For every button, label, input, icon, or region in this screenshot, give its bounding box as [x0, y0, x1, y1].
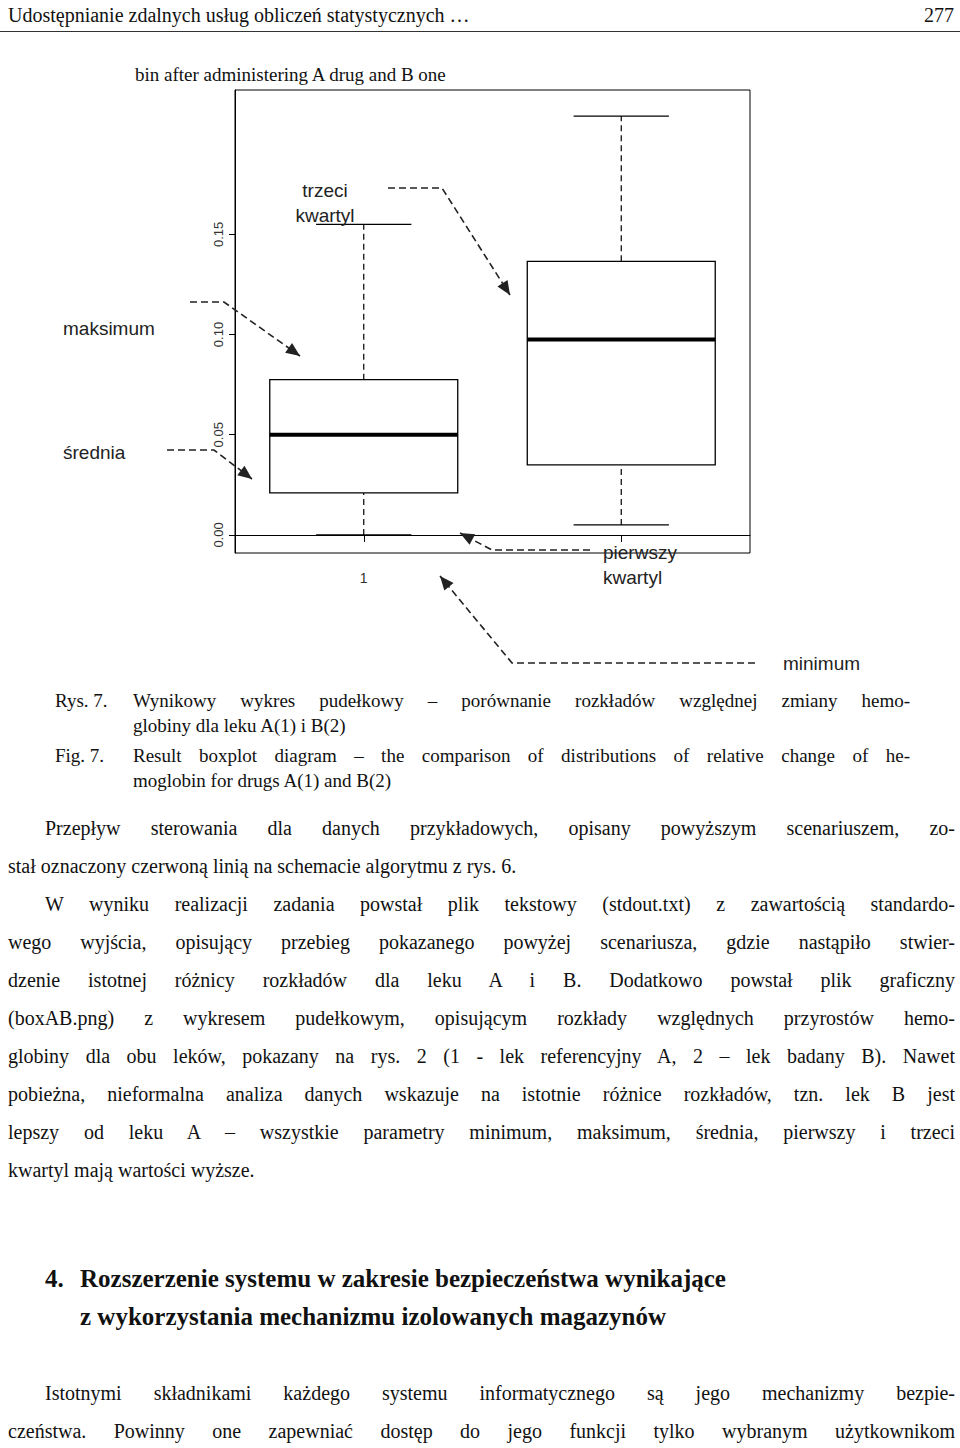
- html-text:Przepływ sterowania dla danych: Przepływ sterowania dla danych przykłado…: [45, 817, 955, 839]
- html-text:globiny dla leku A(1) i B(2): globiny dla leku A(1) i B(2): [133, 715, 346, 736]
- svg-text:bin after administering A drug: bin after administering A drug and B one: [135, 64, 446, 85]
- html-text:4.: 4.: [45, 1265, 64, 1292]
- html-text:dzenie istotnej różnicy rozkła: dzenie istotnej różnicy rozkładów dla le…: [8, 969, 955, 991]
- html-text:minimum: minimum: [783, 653, 861, 674]
- html-text:z wykorzystania mechanizmu izo: z wykorzystania mechanizmu izolowanych m…: [80, 1303, 667, 1330]
- html-text:Istotnymi składnikami każdego: Istotnymi składnikami każdego systemu in…: [45, 1382, 955, 1404]
- html-text:Udostępnianie zdalnych usług o: Udostępnianie zdalnych usług obliczeń st…: [8, 4, 470, 26]
- html-text:moglobin for drugs A(1) and B(: moglobin for drugs A(1) and B(2): [133, 770, 392, 791]
- html-text:pobieżna, nieformalna analiza: pobieżna, nieformalna analiza danych wsk…: [8, 1083, 955, 1105]
- svg-text:0.10: 0.10: [211, 322, 226, 347]
- html-text:277: 277: [924, 4, 954, 26]
- html-text:pierwszy kwartyl: pierwszy kwartyl: [603, 542, 677, 588]
- html-text:maksimum: maksimum: [63, 318, 155, 339]
- html-text:globiny dla obu leków, pokazan: globiny dla obu leków, pokazany na rys. …: [8, 1045, 955, 1067]
- svg-text:1: 1: [360, 570, 368, 586]
- html-text:wego wyjścia, opisujący przebi: wego wyjścia, opisujący przebieg pokazan…: [8, 931, 955, 953]
- html-text:Result boxplot diagram – the c: Result boxplot diagram – the comparison …: [133, 745, 910, 766]
- html-text:Rozszerzenie systemu w zakresi: Rozszerzenie systemu w zakresie bezpiecz…: [80, 1265, 726, 1292]
- html-text:Rys. 7.: Rys. 7.: [55, 690, 108, 711]
- html-text:kwartyl mają wartości wyższe.: kwartyl mają wartości wyższe.: [8, 1159, 255, 1181]
- html-text:trzeci kwartyl: trzeci kwartyl: [295, 180, 355, 226]
- html-text:Fig. 7.: Fig. 7.: [55, 745, 105, 766]
- html-text:czeństwa. Powinny one zapewnia: czeństwa. Powinny one zapewniać dostęp d…: [8, 1420, 955, 1442]
- html-text:W wyniku realizacji zadania po: W wyniku realizacji zadania powstał plik…: [45, 893, 955, 915]
- html-text:lepszy od leku A – wszystkie p: lepszy od leku A – wszystkie parametry m…: [8, 1121, 955, 1143]
- svg-text:0.15: 0.15: [211, 222, 226, 247]
- html-text:średnia: średnia: [63, 442, 126, 463]
- html-text:(boxAB.png) z wykresem pudełko: (boxAB.png) z wykresem pudełkowym, opisu…: [8, 1007, 955, 1029]
- svg-text:0.05: 0.05: [211, 422, 226, 447]
- svg-text:0.00: 0.00: [211, 522, 226, 547]
- html-text:stał oznaczony czerwoną linią: stał oznaczony czerwoną linią na schemac…: [8, 855, 517, 877]
- html-text:Wynikowy wykres pudełkowy – po: Wynikowy wykres pudełkowy – porównanie r…: [133, 690, 910, 711]
